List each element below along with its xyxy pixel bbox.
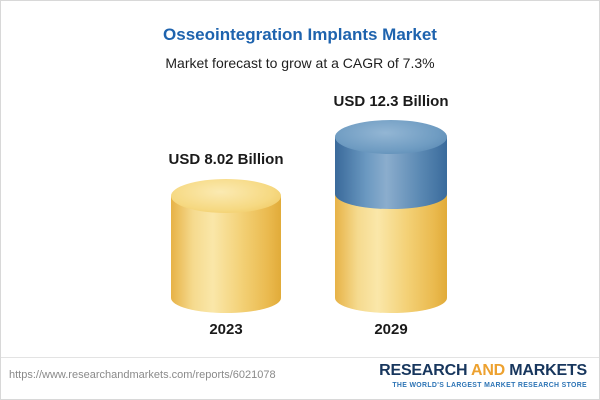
- bar-2029-gold-segment: [335, 192, 447, 313]
- x-axis-label-2023: 2023: [209, 321, 243, 338]
- x-axis-label-2029: 2029: [374, 321, 408, 338]
- bar-2029-top-ellipse: [335, 120, 447, 154]
- logo-word-markets: MARKETS: [509, 362, 587, 379]
- logo-word-and: AND: [470, 362, 510, 379]
- footer-divider: [1, 357, 599, 358]
- bar-2023-body: [171, 196, 281, 313]
- bar-value-label-2023: USD 8.02 Billion: [168, 151, 284, 168]
- chart-subtitle: Market forecast to grow at a CAGR of 7.3…: [165, 55, 435, 71]
- chart-title: Osseointegration Implants Market: [163, 25, 437, 44]
- research-and-markets-logo: RESEARCH AND MARKETS THE WORLD'S LARGEST…: [379, 362, 587, 389]
- logo-wordmark: RESEARCH AND MARKETS: [379, 362, 587, 380]
- report-url: https://www.researchandmarkets.com/repor…: [9, 369, 276, 381]
- logo-word-research: RESEARCH: [379, 362, 471, 379]
- bar-2023-top-ellipse: [171, 179, 281, 213]
- logo-tagline: THE WORLD'S LARGEST MARKET RESEARCH STOR…: [392, 381, 587, 389]
- bar-value-label-2029: USD 12.3 Billion: [333, 93, 449, 110]
